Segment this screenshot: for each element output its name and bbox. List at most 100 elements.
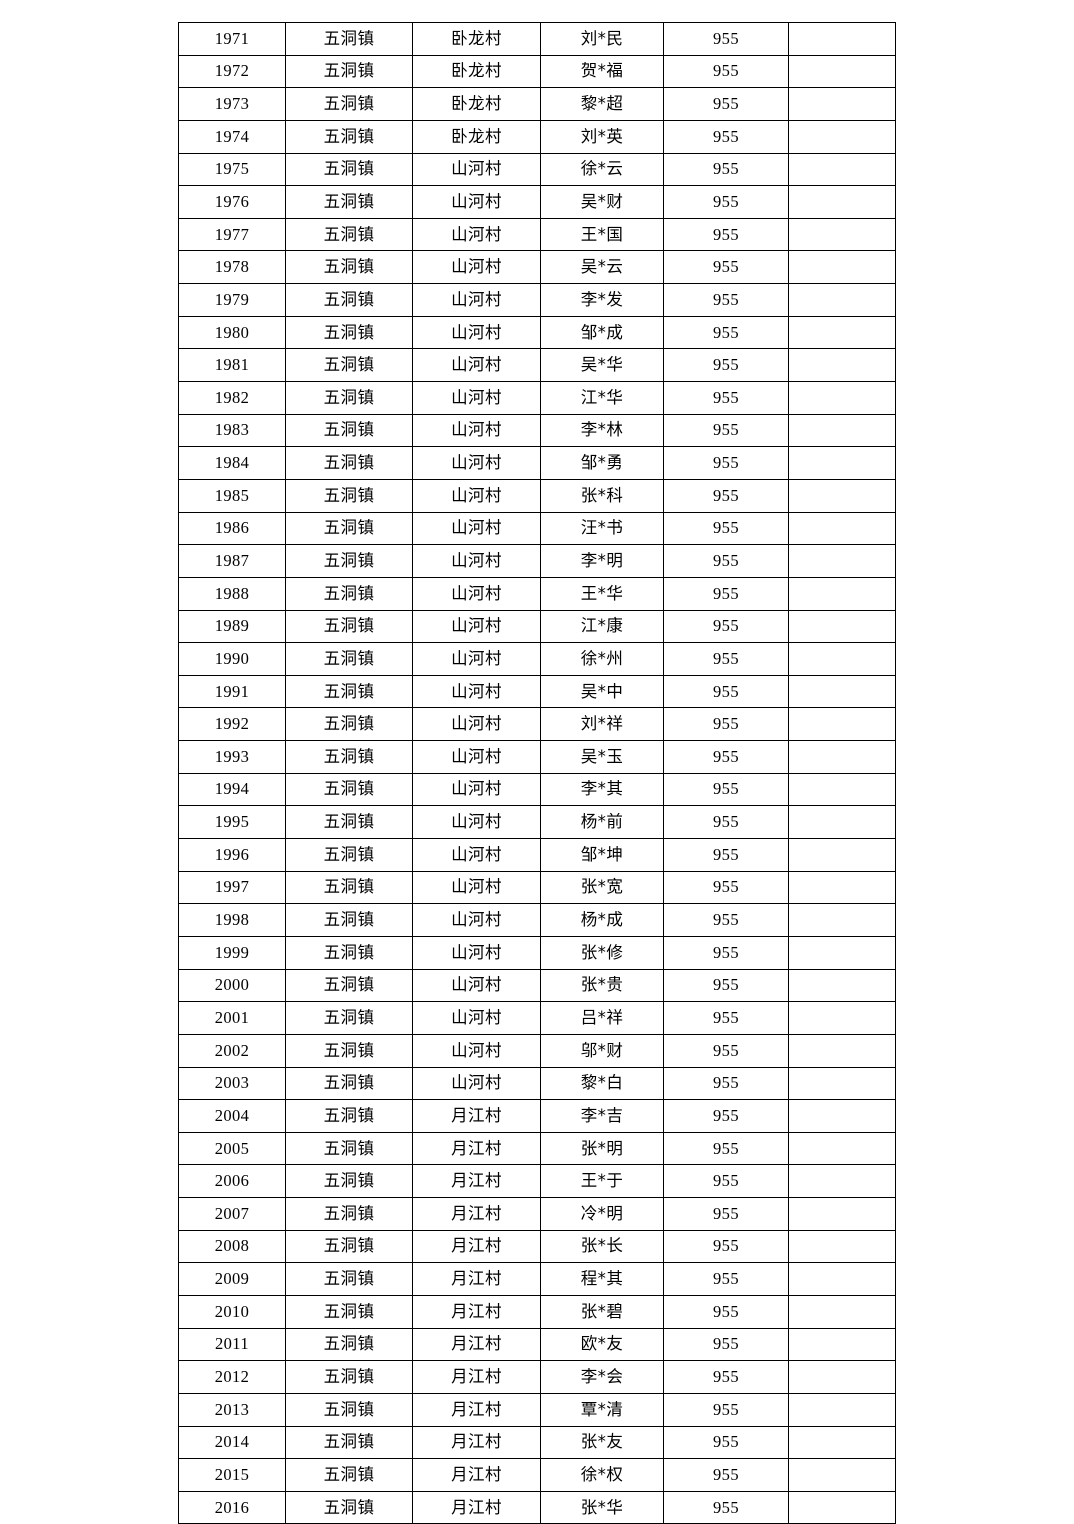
- cell-remark: [788, 185, 896, 219]
- cell-village: 月江村: [412, 1229, 541, 1264]
- cell-person-name: 江*康: [540, 609, 664, 644]
- cell-village: 山河村: [412, 544, 541, 578]
- cell-person-name: 邬*财: [540, 1033, 664, 1068]
- cell-person-name: 吴*财: [540, 185, 664, 219]
- cell-amount: 955: [663, 1425, 789, 1460]
- cell-sequence-number: 2008: [178, 1229, 286, 1264]
- cell-person-name: 汪*书: [540, 511, 664, 546]
- cell-amount: 955: [663, 1229, 789, 1264]
- cell-village: 山河村: [412, 935, 541, 970]
- cell-town: 五洞镇: [285, 1033, 413, 1068]
- cell-sequence-number: 1993: [178, 740, 286, 774]
- cell-sequence-number: 1975: [178, 152, 286, 187]
- cell-remark: [788, 1033, 896, 1068]
- cell-sequence-number: 2007: [178, 1197, 286, 1231]
- cell-sequence-number: 2013: [178, 1392, 286, 1427]
- cell-town: 五洞镇: [285, 968, 413, 1003]
- cell-town: 五洞镇: [285, 511, 413, 546]
- table-row: 1977 五洞镇 山河村 王*国 955: [178, 217, 896, 252]
- cell-amount: 955: [663, 185, 789, 219]
- cell-person-name: 冷*明: [540, 1197, 664, 1231]
- cell-amount: 955: [663, 217, 789, 252]
- cell-person-name: 王*国: [540, 217, 664, 252]
- cell-town: 五洞镇: [285, 1425, 413, 1460]
- cell-amount: 955: [663, 935, 789, 970]
- cell-village: 月江村: [412, 1294, 541, 1329]
- table-row: 1998 五洞镇 山河村 杨*成 955: [178, 903, 896, 937]
- cell-remark: [788, 1458, 896, 1492]
- cell-village: 卧龙村: [412, 22, 541, 56]
- cell-town: 五洞镇: [285, 642, 413, 676]
- cell-town: 五洞镇: [285, 446, 413, 480]
- cell-sequence-number: 1984: [178, 446, 286, 480]
- table-row: 1978 五洞镇 山河村 吴*云 955: [178, 250, 896, 285]
- cell-person-name: 杨*成: [540, 903, 664, 937]
- cell-town: 五洞镇: [285, 609, 413, 644]
- cell-remark: [788, 413, 896, 448]
- cell-amount: 955: [663, 511, 789, 546]
- cell-town: 五洞镇: [285, 381, 413, 415]
- cell-amount: 955: [663, 1458, 789, 1492]
- cell-remark: [788, 22, 896, 56]
- cell-town: 五洞镇: [285, 283, 413, 317]
- table-row: 1997 五洞镇 山河村 张*宽 955: [178, 870, 896, 905]
- cell-person-name: 张*华: [540, 1490, 664, 1524]
- cell-town: 五洞镇: [285, 903, 413, 937]
- table-row: 1991 五洞镇 山河村 吴*中 955: [178, 674, 896, 709]
- cell-remark: [788, 1131, 896, 1166]
- cell-remark: [788, 674, 896, 709]
- cell-sequence-number: 1991: [178, 674, 286, 709]
- cell-remark: [788, 772, 896, 807]
- table-row: 1989 五洞镇 山河村 江*康 955: [178, 609, 896, 644]
- cell-remark: [788, 87, 896, 121]
- cell-person-name: 程*其: [540, 1262, 664, 1296]
- cell-town: 五洞镇: [285, 1294, 413, 1329]
- cell-person-name: 黎*白: [540, 1066, 664, 1101]
- cell-town: 五洞镇: [285, 544, 413, 578]
- cell-remark: [788, 707, 896, 742]
- cell-remark: [788, 348, 896, 383]
- table-row: 1972 五洞镇 卧龙村 贺*福 955: [178, 54, 896, 89]
- cell-sequence-number: 2012: [178, 1360, 286, 1394]
- cell-sequence-number: 1971: [178, 22, 286, 56]
- cell-person-name: 邹*坤: [540, 838, 664, 872]
- cell-sequence-number: 2003: [178, 1066, 286, 1101]
- cell-person-name: 刘*祥: [540, 707, 664, 742]
- cell-village: 山河村: [412, 1066, 541, 1101]
- cell-village: 卧龙村: [412, 54, 541, 89]
- cell-village: 山河村: [412, 740, 541, 774]
- cell-person-name: 徐*州: [540, 642, 664, 676]
- cell-person-name: 覃*清: [540, 1392, 664, 1427]
- cell-amount: 955: [663, 446, 789, 480]
- cell-sequence-number: 1986: [178, 511, 286, 546]
- cell-village: 山河村: [412, 805, 541, 840]
- cell-village: 山河村: [412, 381, 541, 415]
- cell-person-name: 李*其: [540, 772, 664, 807]
- cell-town: 五洞镇: [285, 413, 413, 448]
- cell-town: 五洞镇: [285, 707, 413, 742]
- cell-remark: [788, 250, 896, 285]
- cell-remark: [788, 1099, 896, 1133]
- cell-village: 月江村: [412, 1490, 541, 1524]
- table-row: 1985 五洞镇 山河村 张*科 955: [178, 478, 896, 513]
- table-row: 1982 五洞镇 山河村 江*华 955: [178, 381, 896, 415]
- table-row: 1990 五洞镇 山河村 徐*州 955: [178, 642, 896, 676]
- cell-town: 五洞镇: [285, 870, 413, 905]
- cell-amount: 955: [663, 119, 789, 154]
- table-row: 1976 五洞镇 山河村 吴*财 955: [178, 185, 896, 219]
- cell-amount: 955: [663, 1066, 789, 1101]
- cell-village: 月江村: [412, 1197, 541, 1231]
- cell-village: 月江村: [412, 1458, 541, 1492]
- cell-village: 月江村: [412, 1131, 541, 1166]
- cell-amount: 955: [663, 1262, 789, 1296]
- cell-sequence-number: 2006: [178, 1164, 286, 1199]
- cell-town: 五洞镇: [285, 805, 413, 840]
- cell-town: 五洞镇: [285, 935, 413, 970]
- cell-person-name: 张*科: [540, 478, 664, 513]
- cell-person-name: 邹*勇: [540, 446, 664, 480]
- cell-sequence-number: 1978: [178, 250, 286, 285]
- cell-remark: [788, 1197, 896, 1231]
- cell-amount: 955: [663, 1392, 789, 1427]
- cell-amount: 955: [663, 1327, 789, 1362]
- cell-village: 山河村: [412, 413, 541, 448]
